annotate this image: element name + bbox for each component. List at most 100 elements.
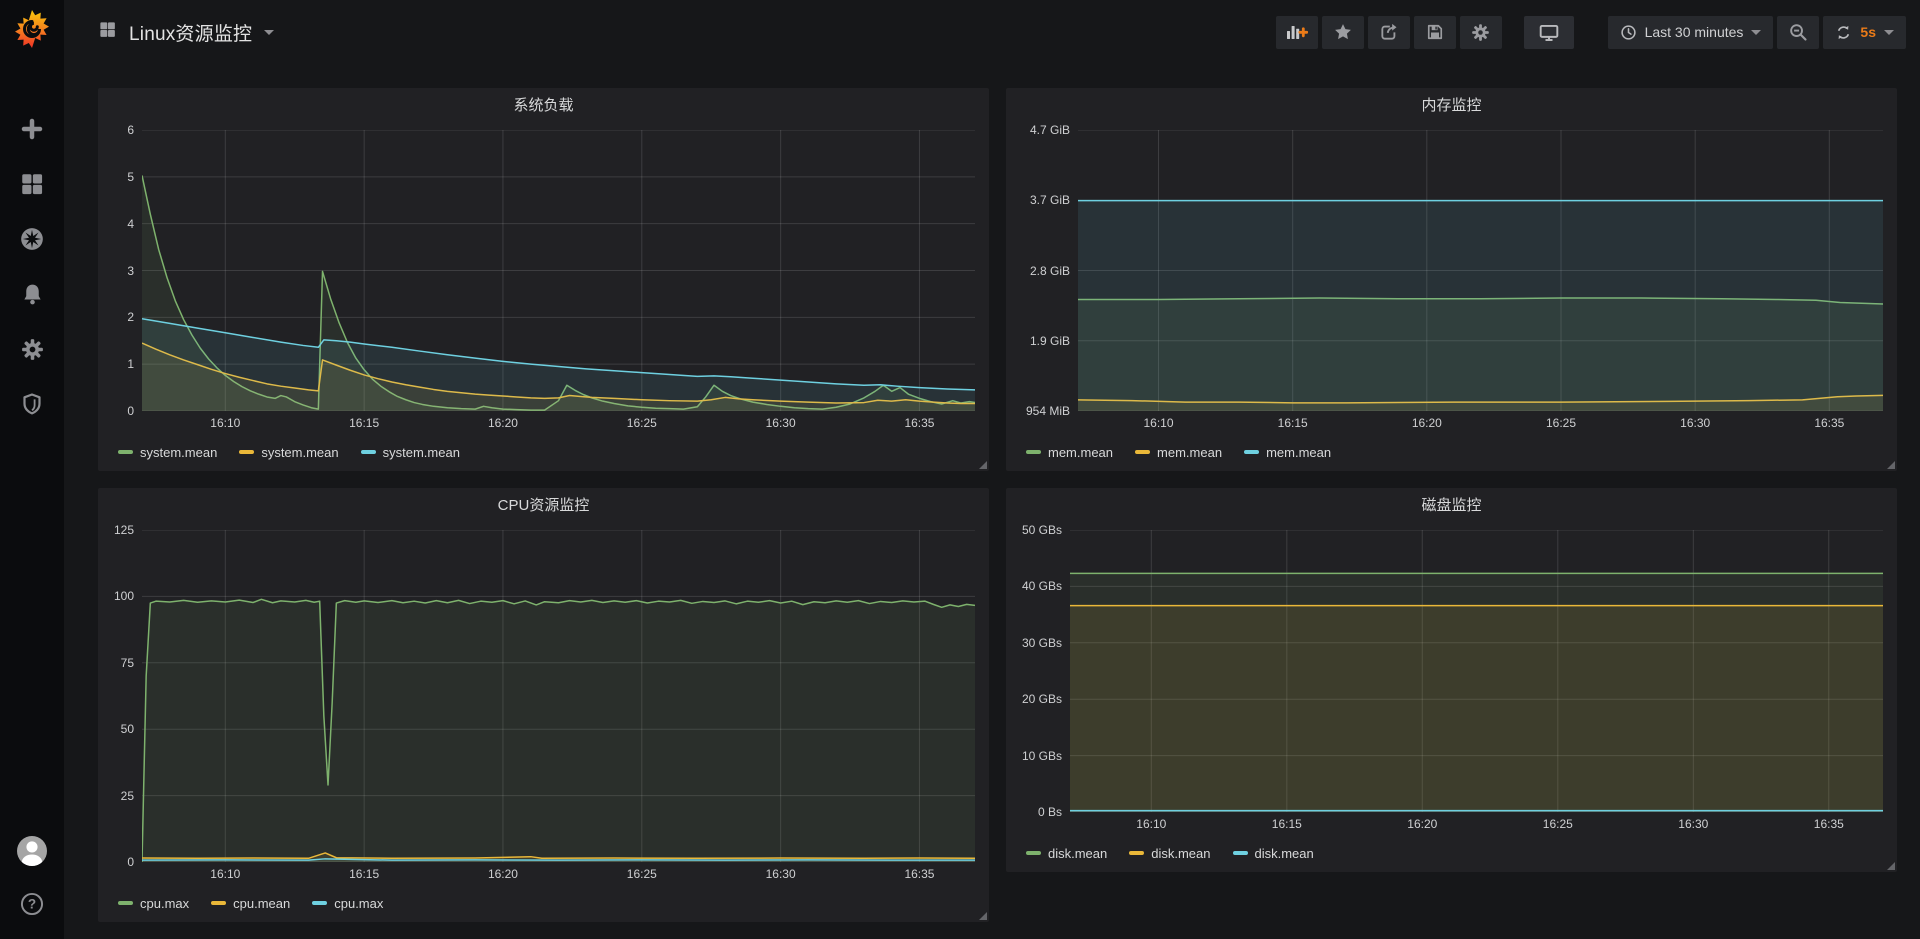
time-series-plot[interactable] [1070,530,1883,812]
x-tick-label: 16:25 [1542,817,1573,831]
top-navbar: Linux资源监控 [64,0,1920,64]
y-tick-label: 40 GBs [1021,579,1062,594]
legend-series-swatch [360,450,376,454]
chevron-down-icon [1751,29,1762,35]
x-tick-label: 16:15 [1271,817,1302,831]
x-tick-label: 16:10 [1136,817,1167,831]
add-panel-button[interactable] [1275,15,1318,49]
star-button[interactable] [1321,15,1364,49]
x-tick-label: 16:15 [349,416,380,430]
time-series-plot[interactable] [1078,130,1883,411]
legend-item[interactable]: mem.mean [1026,445,1113,460]
y-tick-label: 25 [120,788,134,803]
y-tick-label: 1 [127,357,134,372]
time-range-picker[interactable]: Last 30 minutes [1607,15,1774,49]
panel-title[interactable]: 磁盘监控 [1421,496,1482,514]
x-tick-label: 16:30 [765,416,796,430]
refresh-picker[interactable]: 5s [1823,15,1906,49]
panel-resize-handle[interactable] [1887,461,1895,469]
y-axis: 954 MiB 1.9 GiB 2.8 GiB 3.7 GiB 4.7 GiB [1014,123,1078,418]
panel-resize-handle[interactable] [979,912,987,920]
legend-item[interactable]: disk.mean [1232,845,1314,861]
x-tick-label: 16:25 [626,416,657,430]
x-axis: 16:10 16:15 16:20 16:25 16:30 16:35 [142,862,975,884]
legend-item[interactable]: cpu.max [312,896,383,911]
legend-item[interactable]: system.mean [360,444,460,460]
x-tick-label: 16:35 [904,416,935,430]
time-range-label: Last 30 minutes [1644,24,1744,40]
dashboards-icon[interactable] [19,171,45,197]
legend-series-name: system.mean [382,444,460,460]
x-axis: 16:10 16:15 16:20 16:25 16:30 16:35 [1070,812,1883,834]
legend-series-name: disk.mean [1254,845,1314,861]
chevron-down-icon [1884,29,1894,35]
y-tick-label: 50 GBs [1021,523,1062,537]
y-tick-label: 4.7 GiB [1029,123,1070,137]
help-icon[interactable]: ? [19,891,45,917]
y-tick-label: 0 [127,404,134,418]
x-tick-label: 16:20 [487,867,518,881]
legend-series-name: mem.mean [1048,444,1114,460]
x-tick-label: 16:35 [904,867,935,881]
time-series-plot[interactable] [142,530,975,862]
dashboard-squares-icon [98,20,117,44]
legend-series-name: cpu.mean [233,895,291,911]
panel-title[interactable]: 内存监控 [1421,96,1482,114]
panel-title[interactable]: 系统负载 [513,96,574,114]
legend: mem.mean mem.mean mem.mean [1006,433,1897,471]
alerting-bell-icon[interactable] [19,281,45,307]
legend: disk.mean disk.mean disk.mean [1006,834,1897,872]
zoom-out-button[interactable] [1777,15,1820,49]
y-tick-label: 6 [127,123,134,137]
server-admin-shield-icon[interactable] [19,391,45,417]
panel-title[interactable]: CPU资源监控 [497,496,590,514]
y-tick-label: 20 GBs [1021,692,1062,707]
y-tick-label: 1.9 GiB [1029,333,1070,348]
x-tick-label: 16:30 [765,867,796,881]
user-avatar[interactable] [14,833,50,869]
legend-item[interactable]: cpu.max [118,896,189,911]
legend-item[interactable]: disk.mean [1026,846,1107,861]
cycle-view-tv-button[interactable] [1523,15,1574,49]
grafana-logo[interactable] [9,6,55,52]
legend-item[interactable]: cpu.mean [211,896,290,911]
panel-resize-handle[interactable] [979,461,987,469]
legend-series-name: mem.mean [1157,444,1223,460]
legend-series-swatch [1026,450,1041,454]
legend-item[interactable]: system.mean [239,444,339,460]
sidebar: ? [0,0,64,939]
legend-series-name: system.mean [261,444,339,460]
legend-item[interactable]: system.mean [118,445,217,460]
x-tick-label: 16:10 [210,416,241,430]
y-axis: 0 Bs 10 GBs 20 GBs 30 GBs 40 GBs 50 GBs [1014,523,1070,819]
legend-item[interactable]: disk.mean [1129,846,1211,861]
panel-cpu: CPU资源监控 0 25 50 75 100 125 16:10 16:15 16:20 16:… [98,488,989,922]
y-axis: 0 25 50 75 100 125 [106,523,142,869]
y-tick-label: 3.7 GiB [1029,193,1070,208]
x-tick-label: 16:25 [1545,416,1577,430]
legend-series-swatch [312,901,328,905]
y-tick-label: 100 [113,589,134,604]
time-series-plot[interactable] [142,130,975,411]
x-tick-label: 16:35 [1813,817,1844,831]
y-tick-label: 2 [127,310,134,325]
legend-item[interactable]: mem.mean [1135,445,1222,460]
chevron-down-icon [264,29,275,35]
x-axis: 16:10 16:15 16:20 16:25 16:30 16:35 [1078,411,1883,433]
save-button[interactable] [1413,15,1456,49]
legend-item[interactable]: mem.mean [1244,445,1331,460]
y-tick-label: 954 MiB [1025,404,1070,418]
dashboard-title-picker[interactable]: Linux资源监控 [98,19,275,46]
create-plus-icon[interactable] [19,116,45,142]
legend-series-swatch [1135,450,1151,454]
share-button[interactable] [1367,15,1410,49]
panel-disk: 磁盘监控 0 Bs 10 GBs 20 GBs 30 GBs 40 GBs 50 GBs … [1006,488,1897,872]
explore-compass-icon[interactable] [19,226,45,252]
x-tick-label: 16:10 [210,867,241,881]
dashboard-settings-button[interactable] [1459,15,1502,49]
x-tick-label: 16:30 [1680,416,1711,430]
x-tick-label: 16:15 [1277,416,1308,430]
legend-series-swatch [211,901,227,905]
panel-resize-handle[interactable] [1887,862,1895,870]
configuration-gear-icon[interactable] [19,336,45,362]
